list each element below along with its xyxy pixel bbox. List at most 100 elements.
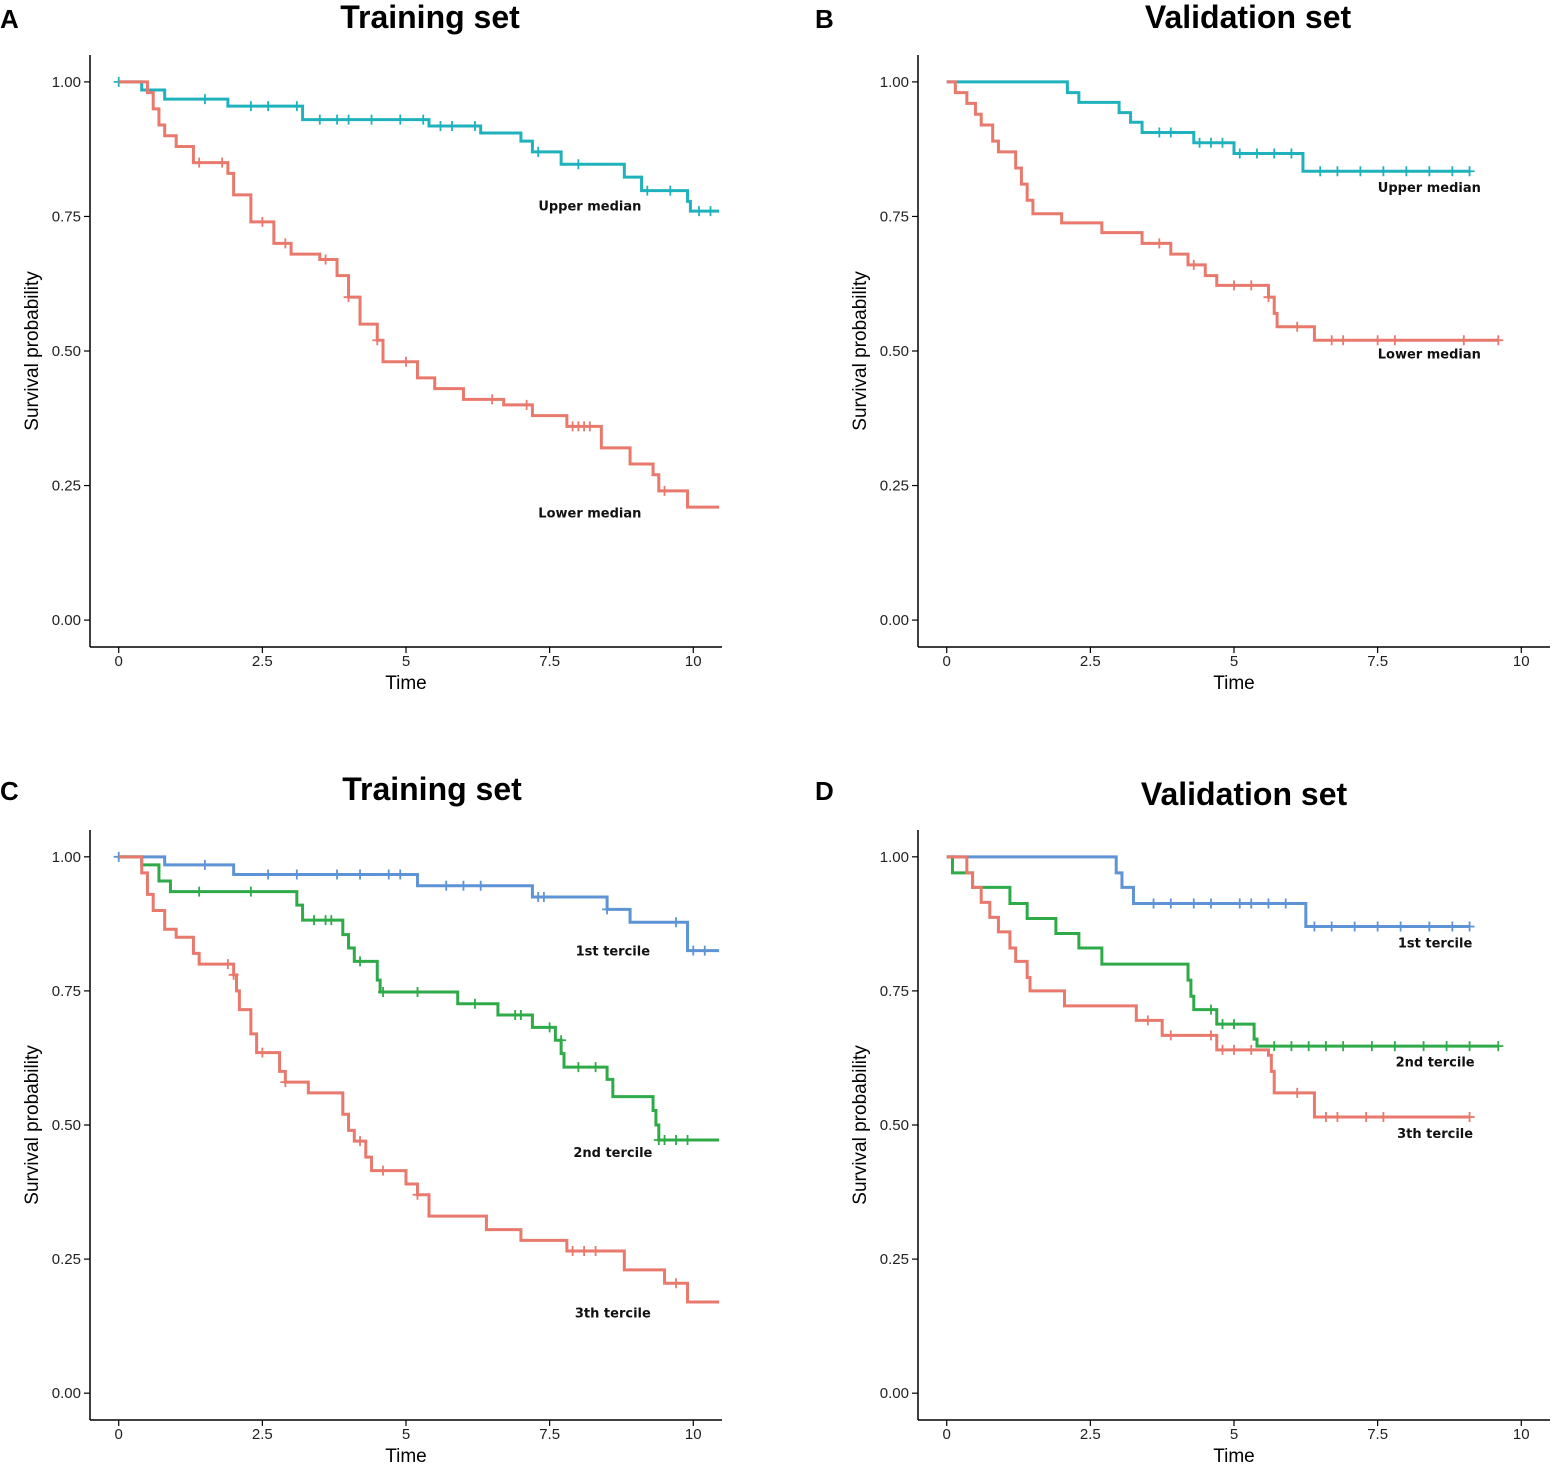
censor-mark	[1229, 280, 1239, 291]
chart-title: Validation set	[1141, 776, 1348, 812]
y-tick-label: 0.50	[880, 343, 909, 360]
y-tick-label: 0.75	[880, 983, 909, 1000]
y-tick-label: 0.25	[880, 478, 909, 495]
censor-mark	[332, 869, 343, 880]
censor-mark	[1280, 898, 1291, 909]
censor-mark	[1188, 898, 1199, 909]
censor-mark	[699, 945, 710, 956]
series-lower-median: Lower median	[946, 80, 1504, 363]
y-tick-label: 0.25	[880, 1251, 909, 1268]
panel-c: C Training set 0 2.5 5 7.5 10 0.00 0.25 0.50 0.75 1…	[0, 771, 722, 1465]
censor-mark	[1464, 1111, 1475, 1122]
censor-mark	[671, 1135, 682, 1146]
censor-mark	[199, 859, 210, 870]
censor-mark	[487, 394, 498, 405]
x-tick-label: 10	[1513, 653, 1530, 670]
series-lower-median: Lower median	[118, 80, 720, 521]
censor-mark	[194, 157, 205, 168]
censor-mark	[1366, 1041, 1377, 1052]
censor-mark	[217, 157, 228, 168]
chart-title: Validation set	[1145, 0, 1352, 35]
censor-mark	[1349, 921, 1360, 932]
panel-d: D Validation set 0 2.5 5 7.5 10 0.00 0.25 0.50 0.7…	[815, 776, 1550, 1465]
censor-mark	[280, 1077, 291, 1088]
x-tick-label: 2.5	[252, 1426, 273, 1443]
censor-mark	[372, 335, 383, 346]
y-tick-label: 0.75	[52, 208, 81, 225]
censor-mark	[1286, 1041, 1297, 1052]
censor-mark	[1464, 921, 1475, 932]
censor-mark	[378, 986, 389, 997]
censor-mark	[1246, 1044, 1257, 1055]
censor-mark	[1447, 166, 1458, 177]
censor-mark	[671, 1278, 682, 1289]
censor-mark	[1229, 1019, 1239, 1030]
censor-mark	[1447, 921, 1458, 932]
censor-mark	[579, 1246, 590, 1257]
x-tick-label: 5	[1230, 653, 1238, 670]
censor-mark	[705, 206, 716, 217]
x-tick-label: 5	[402, 1426, 410, 1443]
censor-mark	[544, 1022, 555, 1033]
x-axis-label: Time	[1213, 673, 1255, 694]
x-tick-label: 7.5	[1367, 1426, 1388, 1443]
censor-mark	[1234, 148, 1245, 159]
chart-title: Training set	[342, 771, 522, 807]
series-1st-tercile: 1st tercile	[113, 851, 720, 960]
censor-mark	[418, 114, 429, 125]
censor-mark	[1338, 335, 1349, 346]
y-axis-label: Survival probability	[22, 1045, 43, 1205]
censor-mark	[1263, 292, 1274, 303]
censor-mark	[332, 114, 343, 125]
x-tick-label: 5	[1230, 1426, 1238, 1443]
panel-letter: A	[0, 4, 19, 34]
censor-mark	[1234, 898, 1245, 909]
censor-mark	[1309, 921, 1320, 932]
censor-mark	[1217, 1019, 1228, 1030]
x-tick-label: 5	[402, 653, 410, 670]
censor-mark	[671, 917, 682, 928]
x-tick-label: 0	[115, 1426, 123, 1443]
censor-mark	[1338, 1041, 1349, 1052]
survival-curve-1st-tercile	[118, 855, 720, 953]
censor-mark	[1229, 1044, 1239, 1055]
y-tick-label: 0.25	[52, 478, 81, 495]
panel-letter: B	[815, 4, 834, 34]
x-tick-label: 7.5	[539, 653, 560, 670]
censor-mark	[469, 121, 480, 132]
censor-mark	[659, 485, 670, 496]
y-tick-label: 1.00	[52, 74, 81, 91]
censor-mark	[469, 998, 480, 1009]
censor-mark	[1401, 166, 1412, 177]
survival-curve-3th-tercile	[118, 855, 720, 1304]
censor-mark	[1389, 1041, 1400, 1052]
censor-mark	[435, 121, 446, 132]
censor-mark	[584, 421, 595, 432]
x-tick-label: 2.5	[1080, 653, 1101, 670]
x-tick-label: 0	[943, 1426, 951, 1443]
y-tick-label: 1.00	[880, 849, 909, 866]
survival-curve-upper-median	[118, 80, 720, 213]
censor-mark	[263, 101, 274, 112]
censor-mark	[1389, 335, 1400, 346]
censor-mark	[682, 1135, 693, 1146]
censor-mark	[309, 915, 320, 926]
censor-mark	[222, 959, 233, 970]
x-tick-label: 7.5	[1367, 653, 1388, 670]
censor-mark	[401, 356, 411, 367]
censor-mark	[1464, 1041, 1475, 1052]
censor-mark	[1372, 921, 1383, 932]
censor-mark	[1464, 166, 1475, 177]
curve-label-1st-tercile: 1st tercile	[1398, 937, 1473, 952]
x-axis-label: Time	[1213, 1446, 1255, 1465]
series-upper-median: Upper median	[946, 80, 1481, 196]
x-axis-label: Time	[385, 1446, 427, 1465]
y-tick-label: 0.00	[880, 612, 909, 629]
censor-mark	[1246, 898, 1257, 909]
censor-mark	[1493, 1041, 1504, 1052]
censor-mark	[694, 206, 705, 217]
censor-mark	[228, 969, 239, 980]
censor-mark	[1206, 1004, 1217, 1015]
censor-mark	[1361, 1111, 1372, 1122]
censor-mark	[1188, 259, 1199, 270]
